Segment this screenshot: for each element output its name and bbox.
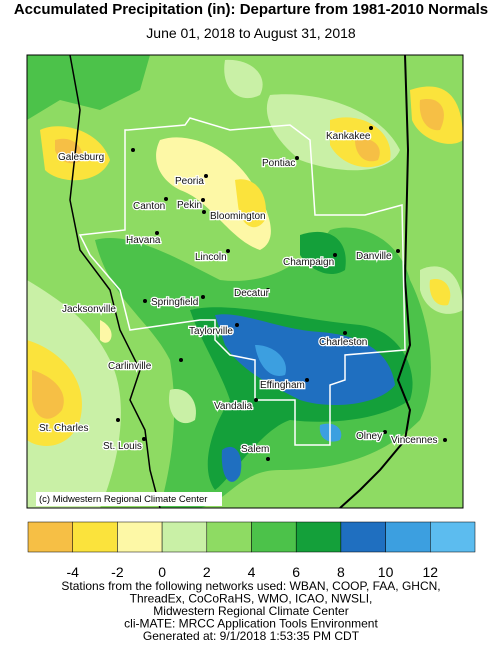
city-dot [116, 418, 120, 422]
city-label: Decatur [234, 288, 270, 299]
city-dot [201, 198, 205, 202]
city-label: Jacksonville [62, 304, 116, 315]
city-label: Peoria [175, 176, 204, 187]
city-dot [295, 156, 299, 160]
city-dot [443, 438, 447, 442]
city-dot [266, 288, 270, 292]
city-label: Salem [241, 444, 269, 455]
city-dot [204, 174, 208, 178]
footer-line: ThreadEx, CoCoRaHS, WMO, ICAO, NWSLI, [130, 592, 373, 606]
legend-swatch [385, 521, 431, 553]
title: Accumulated Precipitation (in): Departur… [14, 1, 488, 18]
copyright: (c) Midwestern Regional Climate Center [39, 494, 207, 505]
city-label: Charleston [319, 337, 367, 348]
legend-tick-label: 12 [423, 564, 439, 580]
legend-tick-label: -2 [111, 564, 124, 580]
footer-line: Midwestern Regional Climate Center [153, 604, 348, 618]
city-dot [254, 398, 258, 402]
city-label: Springfield [151, 297, 198, 308]
legend-swatch [251, 521, 297, 553]
city-label: Danville [356, 251, 392, 262]
city-label: Vincennes [391, 435, 438, 446]
city-dot [155, 231, 159, 235]
footer-line: cli-MATE: MRCC Application Tools Environ… [124, 617, 378, 631]
copyright-box [36, 492, 222, 506]
city-label: St. Louis [103, 441, 142, 452]
cities: Galesburg Peoria Canton Pekin Pontiac Kankake… [38, 126, 447, 461]
city-dot [201, 295, 205, 299]
city-dot [343, 331, 347, 335]
city-dot [164, 197, 168, 201]
city-label: Effingham [260, 380, 305, 391]
city-label: Pekin [177, 200, 202, 211]
city-label: Kankakee [326, 131, 371, 142]
city-dot [235, 323, 239, 327]
city-dot [202, 210, 206, 214]
city-label: Lincoln [195, 252, 227, 263]
city-dot [131, 148, 135, 152]
city-label: Galesburg [58, 152, 104, 163]
footer-line: Generated at: 9/1/2018 1:53:35 PM CDT [143, 629, 360, 643]
city-dot [266, 457, 270, 461]
subtitle: June 01, 2018 to August 31, 2018 [146, 25, 356, 41]
legend-swatch [430, 521, 476, 553]
legend-swatch [161, 521, 208, 553]
legend-tick-label: 2 [203, 564, 211, 580]
city-dot [333, 253, 337, 257]
legend-tick-label: -4 [66, 564, 79, 580]
footer: Stations from the following networks use… [61, 579, 440, 643]
city-dot [305, 378, 309, 382]
legend-tick-label: 6 [292, 564, 300, 580]
legend: -4 -2 0 2 4 6 8 10 12 [27, 521, 476, 580]
city-dot [226, 249, 230, 253]
legend-swatch [72, 521, 118, 553]
city-label: St. Charles [39, 423, 88, 434]
city-dot [396, 249, 400, 253]
city-dot [179, 358, 183, 362]
map-frame [26, 54, 464, 509]
city-label: Bloomington [210, 211, 266, 222]
legend-tick-label: 10 [378, 564, 394, 580]
city-label: Taylorville [189, 326, 233, 337]
city-label: Canton [133, 201, 165, 212]
city-dot [142, 437, 146, 441]
city-label: Champaign [283, 257, 334, 268]
city-label: Vandalia [214, 401, 253, 412]
legend-tick-label: 4 [248, 564, 256, 580]
city-label: Pontiac [262, 158, 295, 169]
city-dot [383, 430, 387, 434]
city-label: Carlinville [108, 361, 152, 372]
map [27, 55, 463, 508]
city-label: Olney [356, 431, 382, 442]
legend-swatch [206, 521, 252, 553]
legend-swatch [117, 521, 163, 553]
legend-swatch [295, 521, 342, 553]
legend-tick-label: 8 [337, 564, 345, 580]
legend-swatch [27, 521, 73, 553]
city-dot [369, 126, 373, 130]
footer-line: Stations from the following networks use… [61, 579, 440, 593]
city-dot [143, 299, 147, 303]
legend-swatch [340, 521, 386, 553]
city-label: Havana [126, 235, 161, 246]
legend-tick-label: 0 [158, 564, 166, 580]
